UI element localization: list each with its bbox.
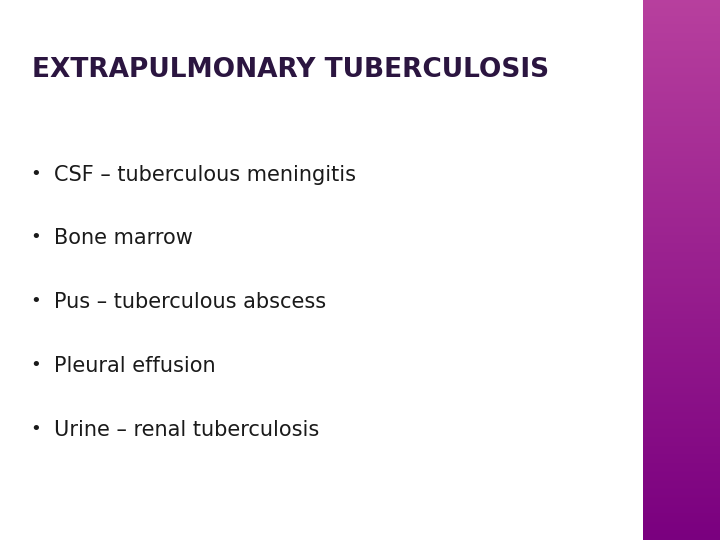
Text: •: •: [30, 356, 41, 374]
Text: •: •: [30, 228, 41, 246]
Text: Pus – tuberculous abscess: Pus – tuberculous abscess: [54, 292, 326, 312]
Text: •: •: [30, 165, 41, 183]
Text: Pleural effusion: Pleural effusion: [54, 356, 215, 376]
Text: CSF – tuberculous meningitis: CSF – tuberculous meningitis: [54, 165, 356, 185]
Text: •: •: [30, 420, 41, 437]
Text: Urine – renal tuberculosis: Urine – renal tuberculosis: [54, 420, 319, 440]
Text: Bone marrow: Bone marrow: [54, 228, 193, 248]
Text: EXTRAPULMONARY TUBERCULOSIS: EXTRAPULMONARY TUBERCULOSIS: [32, 57, 549, 83]
Text: •: •: [30, 292, 41, 310]
